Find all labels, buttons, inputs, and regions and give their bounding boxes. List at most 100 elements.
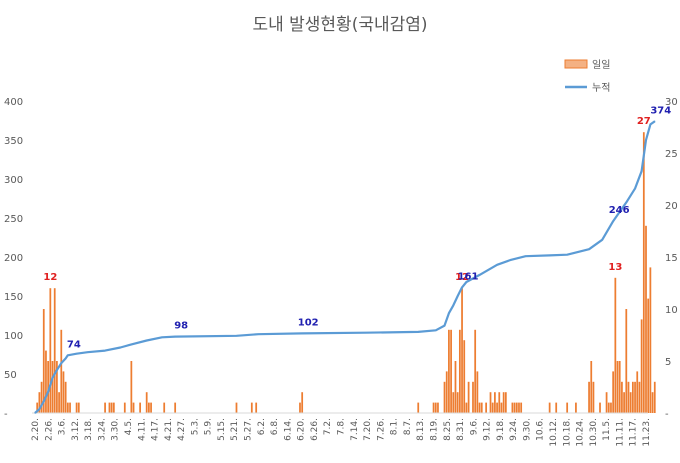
- annotation-label: 98: [174, 321, 188, 332]
- right-axis-tick: -: [665, 409, 669, 420]
- cumulative-point: [435, 329, 437, 331]
- cumulative-point: [443, 325, 446, 327]
- legend-label-cumulative: 누적: [592, 82, 610, 94]
- x-tick-label: 11.5.: [602, 418, 612, 441]
- cumulative-point: [301, 332, 303, 335]
- cumulative-point: [588, 248, 590, 250]
- x-tick-label: 9.6.: [469, 418, 479, 435]
- daily-bar: [627, 381, 630, 413]
- daily-bar: [502, 392, 505, 413]
- daily-bar: [150, 402, 152, 413]
- daily-bar: [463, 340, 466, 413]
- right-axis-tick: 30: [665, 97, 678, 108]
- right-axis-tick: 20: [665, 201, 678, 212]
- cumulative-point: [104, 350, 106, 352]
- daily-bar: [631, 381, 634, 413]
- daily-bar: [465, 402, 468, 413]
- x-tick-label: 2.20.: [31, 418, 41, 441]
- x-tick-label: 9.12.: [483, 418, 493, 441]
- daily-bar: [56, 361, 58, 413]
- daily-bar: [53, 288, 56, 413]
- cumulative-point: [457, 295, 459, 297]
- right-axis-tick: 25: [665, 149, 678, 160]
- cumulative-point: [524, 255, 527, 257]
- daily-bar: [607, 402, 610, 413]
- daily-bar: [434, 402, 437, 413]
- daily-bar: [494, 392, 496, 413]
- x-tick-label: 11.11.: [615, 418, 625, 447]
- daily-bar: [432, 402, 435, 413]
- daily-bar: [651, 392, 654, 413]
- cumulative-point: [86, 351, 89, 353]
- left-axis-tick: 300: [4, 175, 23, 186]
- annotation-label: 374: [650, 105, 671, 116]
- x-tick-label: 3.18.: [84, 418, 94, 441]
- daily-bar: [174, 402, 177, 413]
- x-tick-label: 8.25.: [443, 418, 453, 441]
- x-tick-label: 10.18.: [562, 418, 572, 447]
- annotation-label: 74: [67, 339, 81, 350]
- daily-bar: [518, 402, 520, 413]
- daily-bar: [132, 402, 135, 413]
- cumulative-point: [649, 123, 651, 125]
- daily-bar: [163, 402, 166, 413]
- daily-bar: [610, 402, 612, 413]
- annotation-label: 12: [455, 272, 469, 283]
- right-axis-tick: 5: [665, 357, 671, 368]
- x-tick-label: 2.26.: [44, 418, 54, 441]
- x-tick-label: 3.12.: [71, 418, 81, 441]
- daily-bar: [480, 402, 483, 413]
- daily-bar: [614, 277, 617, 413]
- daily-bar: [623, 392, 625, 413]
- cumulative-point: [174, 335, 176, 338]
- x-tick-label: 9.18.: [496, 418, 506, 441]
- x-tick-label: 4.17.: [151, 418, 161, 441]
- daily-bar: [250, 402, 253, 413]
- x-tick-label: 8.13.: [416, 418, 426, 441]
- left-axis-tick: -: [4, 409, 8, 420]
- cumulative-point: [509, 259, 511, 261]
- daily-bar: [621, 381, 623, 413]
- left-axis-tick: 400: [4, 97, 23, 108]
- daily-bar: [452, 392, 455, 413]
- daily-bar: [566, 402, 569, 413]
- x-tick-label: 5.3.: [190, 418, 200, 435]
- x-tick-label: 10.6.: [536, 418, 546, 441]
- daily-bar: [649, 267, 652, 413]
- cumulative-point: [38, 408, 40, 410]
- daily-bar: [616, 361, 619, 413]
- daily-bar: [515, 402, 518, 413]
- daily-bar: [618, 361, 621, 413]
- right-axis-tick: 15: [665, 253, 678, 264]
- annotation-label: 27: [637, 116, 651, 127]
- daily-bar: [51, 361, 54, 413]
- daily-bar: [235, 402, 238, 413]
- daily-bar: [612, 371, 615, 413]
- daily-bar: [40, 381, 43, 413]
- cumulative-line: [34, 120, 656, 414]
- x-tick-label: 6.20.: [297, 418, 307, 441]
- x-tick-label: 3.24.: [97, 418, 107, 441]
- cumulative-point: [34, 412, 36, 414]
- cumulative-point: [76, 353, 78, 355]
- cumulative-point: [235, 335, 238, 337]
- daily-bar: [491, 402, 494, 413]
- daily-bar: [504, 392, 507, 413]
- chart-title: 도내 발생현황(국내감염): [252, 15, 427, 35]
- cumulative-point: [448, 312, 450, 314]
- daily-bar: [645, 225, 647, 413]
- cumulative-point: [601, 239, 603, 241]
- daily-bar: [130, 361, 133, 413]
- x-tick-label: 9.24.: [509, 418, 519, 441]
- cumulative-point: [365, 332, 367, 334]
- daily-bar: [62, 371, 65, 413]
- x-tick-label: 5.21.: [230, 418, 240, 441]
- x-tick-label: 5.15.: [217, 418, 227, 441]
- daily-bar: [299, 402, 301, 413]
- daily-bar: [123, 402, 126, 413]
- x-tick-label: 10.12.: [549, 418, 559, 447]
- daily-bar: [588, 381, 590, 413]
- annotation-label: 12: [43, 272, 57, 283]
- daily-bar: [605, 392, 608, 413]
- cumulative-point: [56, 369, 58, 371]
